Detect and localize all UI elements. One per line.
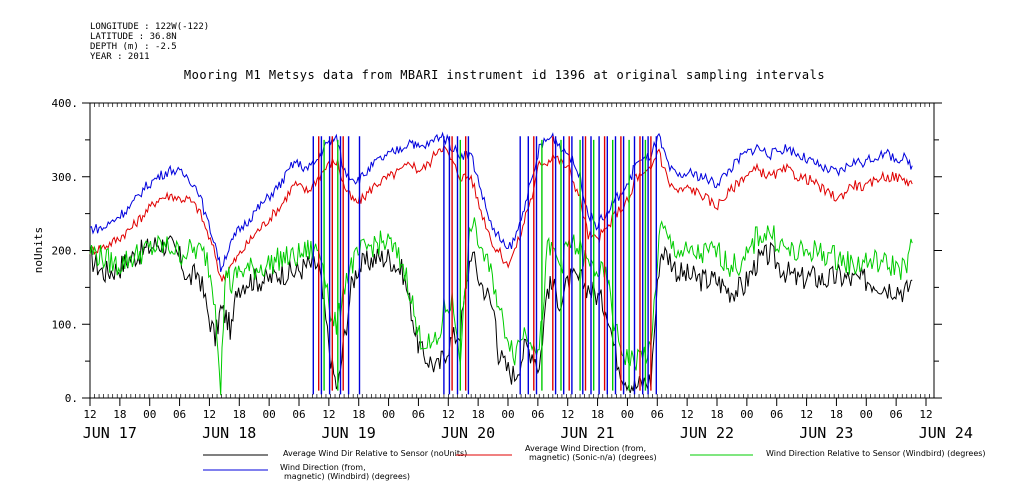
x-tick-label: 06: [770, 408, 783, 421]
x-date-label: JUN 23: [799, 424, 853, 442]
legend-label: Average Wind Dir Relative to Sensor (noU…: [283, 449, 467, 458]
x-tick-label: 18: [352, 408, 365, 421]
x-tick-label: 06: [412, 408, 425, 421]
series-spikes-1: [318, 136, 652, 391]
x-tick-label: 12: [322, 408, 335, 421]
x-tick-label: 18: [113, 408, 126, 421]
x-tick-label: 12: [561, 408, 574, 421]
x-tick-label: 18: [830, 408, 843, 421]
series-line-0: [89, 235, 913, 394]
longitude-text: LONGITUDE : 122W(-122): [90, 22, 210, 32]
x-tick-label: 12: [442, 408, 455, 421]
x-date-label: JUN 19: [322, 424, 376, 442]
latitude-text: LATITUDE : 36.8N: [90, 32, 177, 42]
series-spikes-3: [312, 136, 657, 395]
x-tick-label: 06: [173, 408, 186, 421]
x-tick-label: 12: [203, 408, 216, 421]
y-tick-label: 300.: [52, 171, 79, 184]
x-tick-label: 00: [621, 408, 634, 421]
x-tick-label: 18: [591, 408, 604, 421]
legend-label: Average Wind Direction (from, magnetic) (…: [525, 444, 657, 462]
series-line-1: [89, 144, 913, 282]
x-date-label: JUN 17: [83, 424, 137, 442]
chart-title: Mooring M1 Metsys data from MBARI instru…: [183, 68, 826, 82]
x-tick-label: 06: [531, 408, 544, 421]
x-date-label: JUN 21: [560, 424, 614, 442]
x-tick-label: 00: [143, 408, 156, 421]
x-date-label: JUN 18: [202, 424, 256, 442]
series-line-2: [89, 217, 913, 396]
y-axis-label: noUnits: [32, 227, 45, 273]
y-tick-label: 400.: [52, 97, 79, 110]
legend-label: Wind Direction (from, magnetic) (Windbird…: [280, 463, 410, 481]
depth-text: DEPTH (m) : -2.5: [90, 42, 177, 52]
legend-label: Wind Direction Relative to Sensor (Windb…: [766, 449, 986, 458]
x-tick-label: 06: [651, 408, 664, 421]
x-tick-label: 12: [681, 408, 694, 421]
y-tick-label: 100.: [52, 318, 79, 331]
y-tick-label: 200.: [52, 245, 79, 258]
x-tick-label: 12: [919, 408, 932, 421]
x-tick-label: 00: [382, 408, 395, 421]
x-date-label: JUN 20: [441, 424, 495, 442]
x-tick-label: 06: [292, 408, 305, 421]
x-date-label: JUN 22: [680, 424, 734, 442]
x-tick-label: 00: [263, 408, 276, 421]
y-tick-label: 0.: [65, 392, 78, 405]
series-spikes-2: [323, 139, 647, 391]
x-tick-label: 12: [800, 408, 813, 421]
x-tick-label: 18: [472, 408, 485, 421]
year-text: YEAR : 2011: [90, 52, 150, 62]
metadata-block: LONGITUDE : 122W(-122) LATITUDE : 36.8N …: [90, 22, 209, 62]
series-line-3: [89, 131, 913, 273]
x-tick-label: 06: [890, 408, 903, 421]
x-tick-label: 00: [740, 408, 753, 421]
x-tick-label: 12: [83, 408, 96, 421]
x-tick-label: 00: [860, 408, 873, 421]
x-tick-label: 00: [501, 408, 514, 421]
x-date-label: JUN 24: [919, 424, 973, 442]
x-tick-label: 18: [233, 408, 246, 421]
x-minor-ticks: [89, 103, 935, 398]
x-tick-label: 18: [710, 408, 723, 421]
